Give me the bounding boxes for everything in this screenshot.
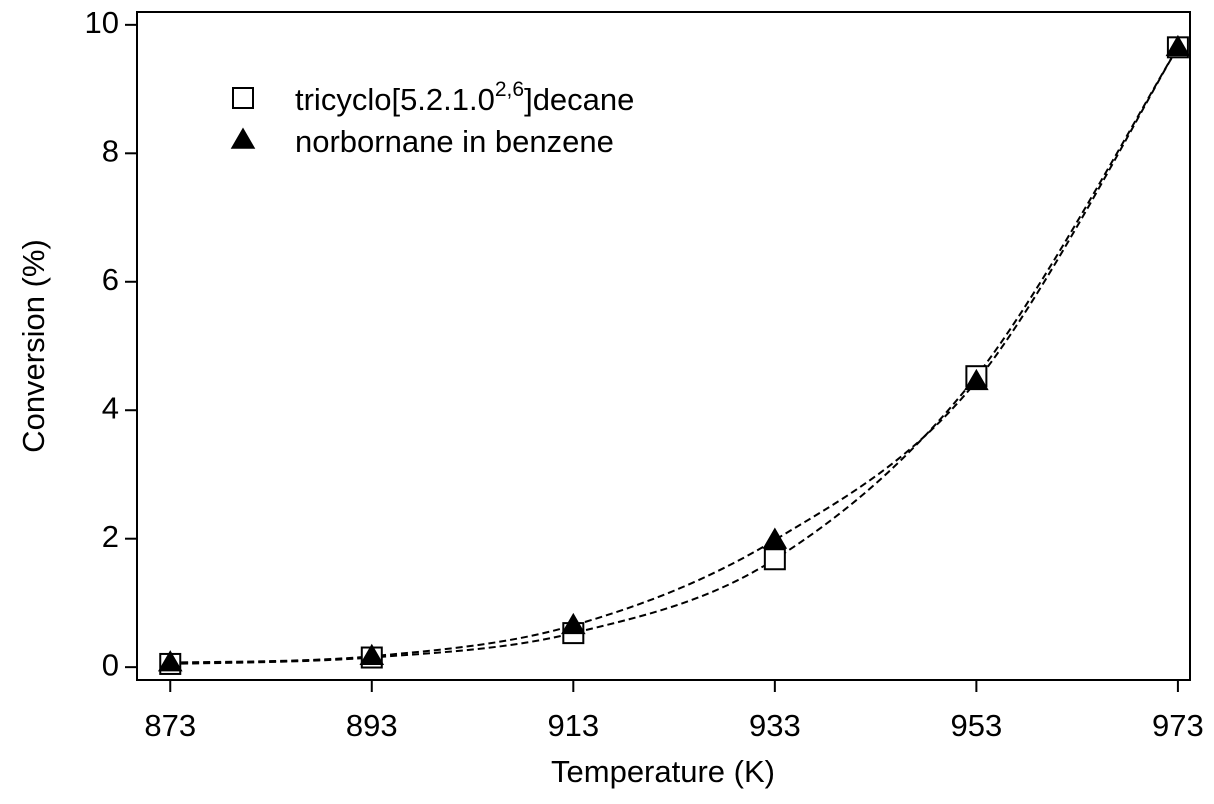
x-tick-label: 893 <box>346 708 398 743</box>
legend-label: norbornane in benzene <box>295 124 614 159</box>
legend-label-part: tricyclo[5.2.1.0 <box>295 82 495 117</box>
x-tick-label: 933 <box>749 708 801 743</box>
legend: tricyclo[5.2.1.02,6]decane norbornane in… <box>295 78 634 159</box>
marker <box>1165 34 1191 57</box>
y-tick-label: 6 <box>102 262 119 297</box>
marker <box>763 548 786 571</box>
x-tick-label: 873 <box>144 708 196 743</box>
legend-label-sup: 2,6 <box>495 78 524 101</box>
marker <box>359 643 385 665</box>
y-axis-label: Conversion (%) <box>16 239 51 453</box>
legend-label-part: ]decane <box>524 82 634 117</box>
x-axis-label: Temperature (K) <box>551 754 775 789</box>
legend-marker <box>232 87 254 109</box>
marker <box>561 612 586 635</box>
marker <box>964 368 989 391</box>
legend-label: tricyclo[5.2.1.02,6]decane <box>295 78 634 117</box>
y-tick-label: 0 <box>102 647 119 682</box>
x-tick-label: 913 <box>547 708 599 743</box>
x-tick-label: 953 <box>951 708 1003 743</box>
y-tick-label: 4 <box>102 390 119 425</box>
y-tick-label: 10 <box>85 5 119 40</box>
plot-frame <box>136 11 1191 681</box>
y-tick-label: 8 <box>102 133 119 168</box>
y-tick-label: 2 <box>102 519 119 554</box>
marker <box>762 527 788 549</box>
legend-marker <box>230 127 256 149</box>
x-tick-label: 973 <box>1152 708 1204 743</box>
marker <box>157 650 183 672</box>
